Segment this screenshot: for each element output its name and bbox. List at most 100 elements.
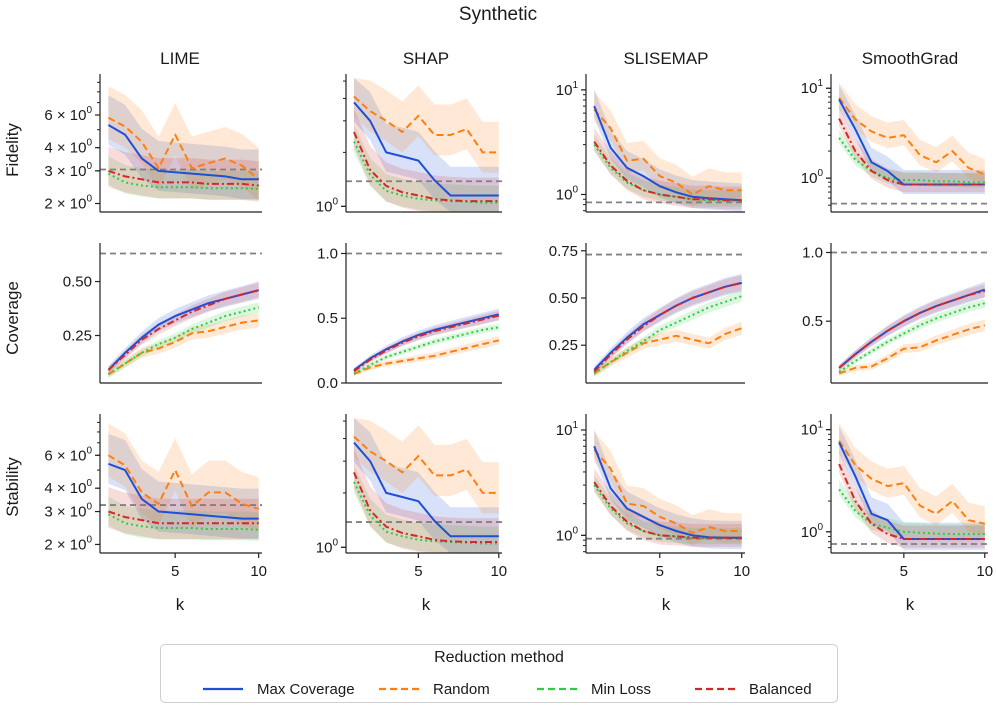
band-balanced-coverage-smoothgrad <box>839 284 985 371</box>
lines-coverage-slisemap <box>593 281 743 375</box>
band-balanced-stability-shap <box>354 448 499 553</box>
subplot-coverage-lime: 0.25 0.50 <box>63 243 262 384</box>
x-tick-label-stability-slisemap-0: 5 <box>656 563 664 580</box>
bands-fidelity-slisemap <box>594 89 742 212</box>
band-random-coverage-shap <box>354 335 499 377</box>
band-balanced-fidelity-smoothgrad <box>839 106 985 193</box>
bands-coverage-slisemap <box>594 273 742 378</box>
band-random-coverage-slisemap <box>594 321 742 378</box>
legend-swatch-balanced <box>695 687 735 691</box>
x-tick-label-stability-shap-0: 5 <box>414 563 422 580</box>
y-tick-label-coverage-lime-1: 0.50 <box>63 274 92 291</box>
band-max-coverage-fidelity-slisemap <box>594 89 742 212</box>
bands-stability-shap <box>354 418 499 553</box>
series-line-balanced-stability-lime <box>108 510 259 525</box>
band-random-fidelity-smoothgrad <box>839 82 985 185</box>
series-line-max-coverage-stability-lime <box>108 462 259 520</box>
x-tick-label-stability-lime-0: 5 <box>171 563 179 580</box>
lines-stability-lime <box>107 454 259 531</box>
y-tick-label-fidelity-lime-1: 3 × 100 <box>44 161 92 180</box>
x-axis-label-lime: k <box>176 595 185 614</box>
legend-item-min-loss: Min Loss <box>537 679 651 699</box>
y-tick-label-coverage-shap-0: 0.0 <box>317 375 338 392</box>
band-balanced-fidelity-shap <box>354 108 499 212</box>
series-line-random-coverage-shap <box>353 339 500 375</box>
y-tick-label-coverage-lime-0: 0.25 <box>63 328 92 345</box>
y-tick-label-fidelity-lime-0: 2 × 100 <box>44 194 92 213</box>
band-random-fidelity-slisemap <box>594 91 742 207</box>
band-min-loss-coverage-lime <box>108 302 259 378</box>
band-min-loss-stability-slisemap <box>594 475 742 545</box>
y-tick-label-coverage-smoothgrad-0: 0.5 <box>802 313 823 330</box>
legend: Reduction method Max Coverage Random Min… <box>160 644 838 703</box>
legend-swatch-random <box>379 687 419 691</box>
legend-label-max-coverage: Max Coverage <box>257 680 355 698</box>
y-tick-label-fidelity-smoothgrad-1: 101 <box>801 78 824 97</box>
y-tick-label-coverage-slisemap-2: 0.75 <box>549 243 578 260</box>
x-axis-label-shap: k <box>422 595 431 614</box>
lines-stability-shap <box>353 435 499 545</box>
band-random-coverage-lime <box>108 313 259 378</box>
y-tick-label-stability-shap-0: 100 <box>316 537 339 556</box>
legend-item-random: Random <box>379 679 490 699</box>
lines-fidelity-shap <box>353 95 499 204</box>
series-line-random-stability-lime <box>107 454 259 510</box>
series-line-balanced-coverage-smoothgrad <box>838 290 986 369</box>
subplot-coverage-smoothgrad: 0.5 1.0 <box>802 243 988 384</box>
x-tick-label-stability-slisemap-1: 10 <box>733 563 750 580</box>
series-line-random-fidelity-smoothgrad <box>838 97 986 176</box>
y-tick-label-coverage-shap-2: 1.0 <box>317 245 338 262</box>
lines-coverage-smoothgrad <box>838 288 986 375</box>
series-line-balanced-stability-shap <box>353 472 499 543</box>
legend-swatch-min-loss <box>537 687 577 691</box>
column-title-slisemap: SLISEMAP <box>623 49 708 68</box>
column-title-lime: LIME <box>160 49 200 68</box>
y-tick-label-stability-slisemap-0: 100 <box>556 525 579 544</box>
y-tick-label-coverage-shap-1: 0.5 <box>317 310 338 327</box>
band-balanced-coverage-lime <box>108 282 259 374</box>
series-line-min-loss-stability-shap <box>353 481 499 545</box>
series-line-balanced-fidelity-slisemap <box>593 141 742 202</box>
lines-stability-smoothgrad <box>838 440 986 540</box>
legend-label-balanced: Balanced <box>749 680 812 698</box>
subplot-fidelity-slisemap: 100 101 <box>556 74 745 213</box>
y-tick-label-coverage-slisemap-0: 0.25 <box>549 337 578 354</box>
y-tick-label-fidelity-shap-0: 100 <box>316 196 339 215</box>
legend-item-max-coverage: Max Coverage <box>203 679 355 699</box>
column-title-shap: SHAP <box>403 49 449 68</box>
band-random-stability-shap <box>354 418 499 514</box>
series-line-balanced-coverage-lime <box>107 289 259 371</box>
series-line-random-coverage-smoothgrad <box>838 324 986 375</box>
band-min-loss-fidelity-shap <box>354 124 499 212</box>
lines-coverage-lime <box>107 289 259 376</box>
subplot-coverage-slisemap: 0.25 0.50 0.75 <box>549 243 745 384</box>
subplot-fidelity-lime: 2 × 100 3 × 100 4 × 100 6 × 100 <box>44 74 262 213</box>
band-max-coverage-stability-slisemap <box>594 429 742 549</box>
series-line-min-loss-coverage-slisemap <box>593 295 743 375</box>
y-tick-label-stability-smoothgrad-1: 101 <box>801 420 824 439</box>
series-line-min-loss-coverage-smoothgrad <box>838 302 986 373</box>
band-random-fidelity-lime <box>108 86 259 201</box>
x-tick-label-stability-smoothgrad-1: 10 <box>976 563 993 580</box>
band-max-coverage-coverage-smoothgrad <box>839 281 985 371</box>
subplot-stability-slisemap: 100 101 5 10 <box>556 414 750 580</box>
series-line-min-loss-fidelity-shap <box>353 141 499 204</box>
series-line-max-coverage-fidelity-lime <box>107 124 259 181</box>
band-balanced-coverage-shap <box>354 310 499 374</box>
band-max-coverage-stability-shap <box>354 418 499 553</box>
series-line-random-coverage-slisemap <box>593 327 743 375</box>
series-line-balanced-coverage-shap <box>353 314 500 373</box>
x-tick-label-stability-lime-1: 10 <box>250 563 267 580</box>
x-axis-label-smoothgrad: k <box>906 595 915 614</box>
band-balanced-stability-smoothgrad <box>839 450 985 548</box>
row-label-fidelity: Fidelity <box>3 123 22 177</box>
series-line-min-loss-coverage-lime <box>107 306 259 376</box>
subplot-stability-lime: 2 × 100 3 × 100 4 × 100 6 × 100 5 10 <box>44 414 267 580</box>
y-tick-label-fidelity-slisemap-0: 100 <box>556 184 579 203</box>
band-max-coverage-fidelity-lime <box>108 95 259 200</box>
series-line-random-fidelity-slisemap <box>593 108 742 196</box>
series-line-balanced-stability-slisemap <box>593 481 742 539</box>
series-line-max-coverage-fidelity-shap <box>353 101 499 197</box>
series-line-random-fidelity-lime <box>107 116 260 181</box>
